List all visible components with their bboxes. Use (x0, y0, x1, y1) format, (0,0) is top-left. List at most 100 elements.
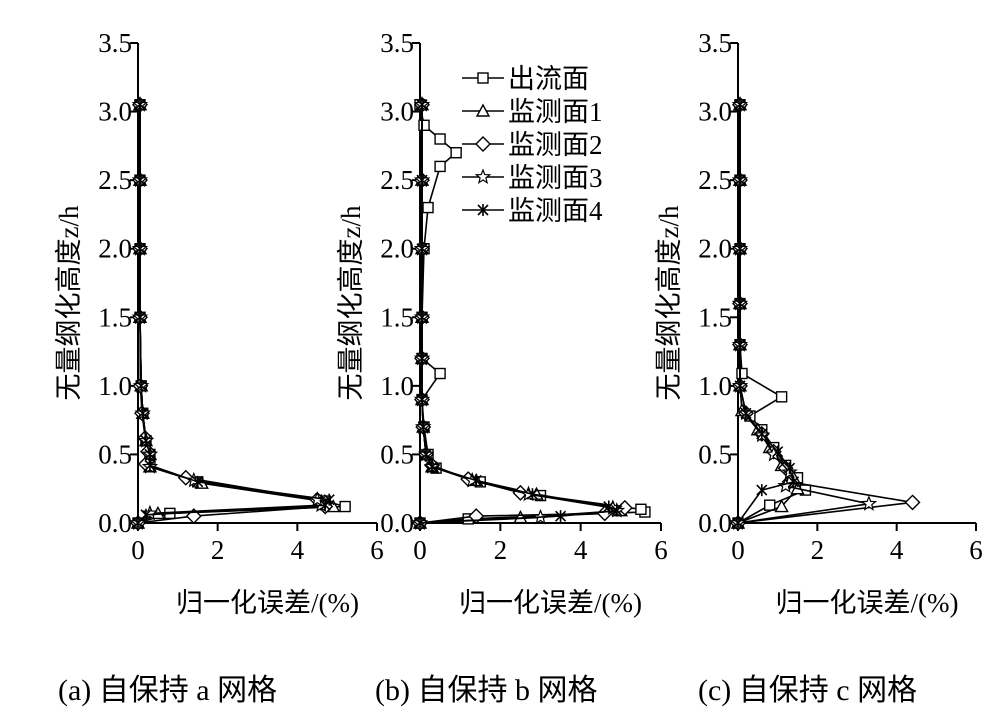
chart-b-series-1-point (434, 160, 446, 173)
chart-c-y-tick-label: 1.0 (698, 371, 732, 401)
chart-b-series-5-point (414, 517, 426, 529)
chart-a-series-5-point (134, 242, 146, 255)
chart-c-series-5-point (734, 379, 746, 392)
chart-c-series-5-point (756, 427, 768, 440)
chart-a-series-5-point (144, 448, 156, 461)
chart-a-y-axis-title: 无量纲化高度z/h (54, 205, 84, 400)
chart-c-series-4-point (860, 495, 878, 511)
chart-b-y-tick-label: 0.5 (380, 439, 414, 469)
chart-c-series-5-point (772, 445, 784, 458)
chart-a-series-5-point (134, 98, 146, 111)
chart-b-series-5-point (426, 460, 438, 473)
chart-c-series-2-point (774, 499, 789, 513)
chart-b-series-5-point (416, 242, 428, 255)
chart-b-series-5-point (555, 510, 567, 523)
chart-b-x-tick-label: 0 (413, 535, 427, 565)
chart-b-y-axis-title: 无量纲化高度z/h (336, 205, 366, 400)
chart-b-series-5-point (470, 474, 482, 487)
chart-b-series-1-point (434, 133, 446, 145)
chart-a-series-4-point (141, 504, 159, 521)
chart-a-series-5-point (140, 508, 152, 521)
chart-a-series-5-point (134, 311, 146, 324)
chart-c-y-tick-label: 1.5 (698, 302, 732, 332)
chart-c-series-5-point (740, 407, 752, 420)
chart-b-series-1-point (434, 367, 446, 380)
chart-b-legend-marker-2 (475, 103, 491, 117)
chart-a-series-line-5 (137, 104, 331, 524)
chart-b-legend-label-3: 监测面2 (508, 130, 603, 160)
chart-b-series-5-point (526, 488, 539, 501)
chart-b-x-tick-label: 4 (574, 535, 588, 565)
chart-c-series-1-point (736, 367, 748, 380)
chart-c-series-5-point (787, 475, 800, 488)
chart-a-x-axis-title: 归一化误差/(%) (176, 588, 359, 618)
chart-b-series-1-point (450, 147, 462, 159)
chart-b-series-5-point (417, 421, 429, 433)
chart-c-series-line-3 (737, 104, 913, 524)
chart-b-series-5-point (420, 448, 432, 461)
chart-a-y-tick-label: 0.5 (98, 439, 132, 469)
chart-c-x-tick-label: 2 (811, 535, 825, 565)
chart-b-y-tick-label: 3.0 (380, 97, 414, 127)
chart-c-y-tick-label: 0.0 (698, 508, 732, 538)
chart-b-series-5-point (416, 98, 428, 111)
chart-a-series-line-1 (137, 104, 346, 524)
chart-b-legend-marker-1 (477, 72, 489, 84)
chart-a-caption: (a) 自保持 a 网格 (58, 674, 277, 707)
chart-a-series-5-point (144, 459, 156, 472)
chart-a-y-tick-label: 3.5 (98, 28, 132, 58)
chart-a-series-5-point (134, 174, 146, 187)
chart-c-y-tick-label: 0.5 (698, 439, 732, 469)
chart-c-series-5-point (732, 517, 744, 529)
chart-c-y-axis-title: 无量纲化高度z/h (654, 205, 684, 400)
chart-b-legend-marker-4 (474, 168, 492, 185)
chart-b-series-1-point (635, 503, 647, 515)
chart-a-series-1-point (339, 500, 351, 513)
chart-a-x-tick-label: 6 (370, 535, 384, 565)
chart-c-series-5-point (734, 338, 746, 351)
chart-a-x-tick-label: 4 (291, 535, 305, 565)
chart-b-series-5-point (416, 352, 428, 365)
chart-a-y-tick-label: 0.0 (98, 508, 132, 538)
chart-b-panel: 0 2 4 60.00.51.01.52.02.53.03.5归一化误差/(%)无量纲… (336, 28, 668, 707)
chart-c-x-tick-label: 4 (890, 535, 904, 565)
chart-a-series-line-3 (137, 104, 328, 524)
chart-b-series-5-point (416, 174, 428, 187)
chart-b-series-5-point (416, 311, 428, 324)
chart-b-caption: (b) 自保持 b 网格 (375, 674, 597, 707)
chart-c-series-line-1 (737, 104, 807, 524)
chart-c-series-1-point (764, 499, 776, 511)
chart-c-series-3-point (904, 494, 921, 511)
chart-a-series-5-point (140, 434, 152, 447)
chart-a-series-line-4 (137, 104, 323, 524)
chart-b-legend-marker-3 (475, 136, 491, 152)
chart-a-y-tick-label: 2.5 (98, 165, 132, 195)
chart-b-legend-label-1: 出流面 (508, 64, 589, 94)
chart-a-y-tick-label: 2.0 (98, 234, 132, 264)
chart-c-y-tick-label: 2.0 (698, 234, 732, 264)
chart-b-y-tick-label: 0.0 (380, 508, 414, 538)
chart-a-y-tick-label: 1.0 (98, 371, 132, 401)
chart-c-series-5-point (734, 98, 746, 111)
chart-c-caption: (c) 自保持 c 网格 (698, 674, 917, 707)
chart-b-y-tick-label: 2.0 (380, 234, 414, 264)
chart-c-x-tick-label: 0 (731, 535, 745, 565)
chart-b-legend-marker-5 (477, 204, 489, 216)
chart-b-legend-label-2: 监测面1 (508, 97, 603, 127)
chart-a-series-5-point (137, 407, 149, 420)
chart-c-y-tick-label: 3.0 (698, 97, 732, 127)
chart-b-x-tick-label: 2 (494, 535, 508, 565)
chart-a-y-tick-label: 3.0 (98, 97, 132, 127)
chart-c-series-5-point (734, 242, 746, 255)
chart-a-series-5-point (135, 379, 147, 392)
chart-c-series-5-point (756, 484, 768, 497)
chart-a-series-5-point (323, 493, 335, 506)
chart-c-x-axis-title: 归一化误差/(%) (776, 588, 959, 618)
chart-a-x-tick-label: 2 (211, 535, 225, 565)
chart-a-panel: 0 2 4 6 0.0 0.5 1.0 1.5 2.0 2.5 3.0 3.5 归一化误差/(%) 无量纲… (54, 28, 384, 707)
chart-a-series-line-2 (137, 104, 334, 524)
chart-c-panel: 0 2 4 6 0.0 0.5 1.0 1.5 2.0 2.5 3.0 3.5 归一化误差/(%) 无量纲… (654, 28, 983, 707)
chart-b-series-2-point (513, 510, 528, 524)
